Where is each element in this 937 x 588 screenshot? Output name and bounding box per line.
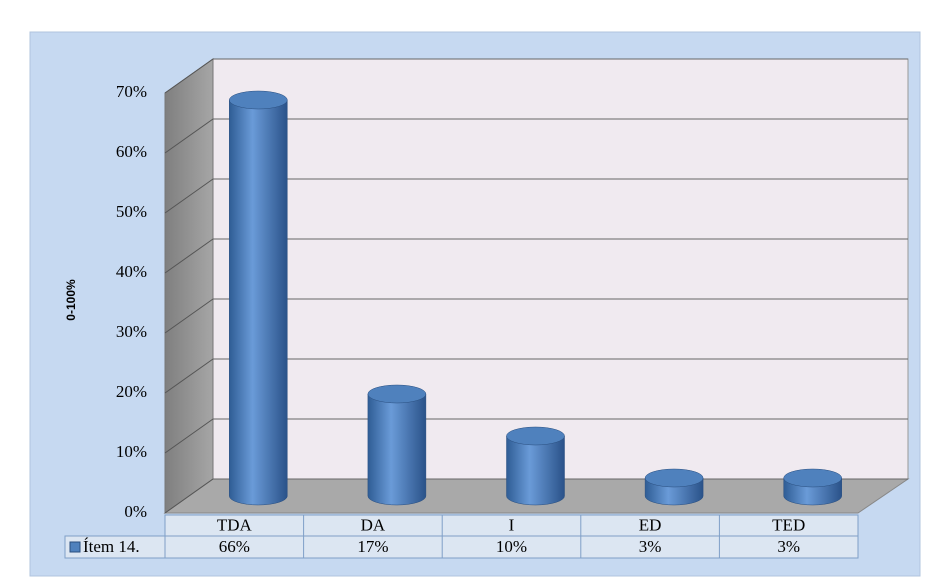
back-wall bbox=[212, 58, 909, 480]
value-label: 3% bbox=[639, 537, 662, 556]
y-tick-label: 50% bbox=[116, 202, 147, 221]
y-tick-label: 10% bbox=[116, 442, 147, 461]
x-tick-label: DA bbox=[361, 515, 386, 534]
x-tick-label: TDA bbox=[217, 515, 253, 534]
y-tick-label: 60% bbox=[116, 142, 147, 161]
value-label: 66% bbox=[219, 537, 250, 556]
side-grid-line bbox=[164, 58, 214, 94]
legend-swatch bbox=[69, 541, 81, 553]
side-wall bbox=[164, 58, 214, 514]
bar bbox=[229, 99, 288, 506]
bar-top bbox=[644, 468, 704, 488]
value-label: 10% bbox=[496, 537, 527, 556]
y-tick-label: 30% bbox=[116, 322, 147, 341]
y-axis-label: 0-100% bbox=[64, 279, 78, 321]
bar bbox=[367, 393, 427, 506]
bar-top bbox=[229, 90, 288, 110]
y-tick-label: 0% bbox=[124, 502, 147, 521]
side-grid-line bbox=[164, 238, 214, 274]
side-grid-line bbox=[164, 118, 214, 154]
x-tick-label: I bbox=[509, 515, 515, 534]
y-tick-label: 20% bbox=[116, 382, 147, 401]
legend-label: Ítem 14. bbox=[83, 537, 140, 556]
bar-top bbox=[783, 468, 842, 488]
side-grid-line bbox=[164, 418, 214, 454]
x-tick-label: TED bbox=[772, 515, 805, 534]
y-tick-label: 70% bbox=[116, 82, 147, 101]
side-grid-line bbox=[164, 478, 214, 514]
x-tick-label: ED bbox=[639, 515, 662, 534]
side-grid-line bbox=[164, 358, 214, 394]
bar bbox=[506, 435, 565, 506]
value-label: 17% bbox=[357, 537, 388, 556]
bar-top bbox=[367, 384, 427, 404]
value-label: 3% bbox=[777, 537, 800, 556]
bar-top bbox=[506, 426, 565, 446]
y-tick-label: 40% bbox=[116, 262, 147, 281]
table-bg bbox=[64, 535, 859, 559]
side-grid-line bbox=[164, 178, 214, 214]
side-grid-line bbox=[164, 298, 214, 334]
